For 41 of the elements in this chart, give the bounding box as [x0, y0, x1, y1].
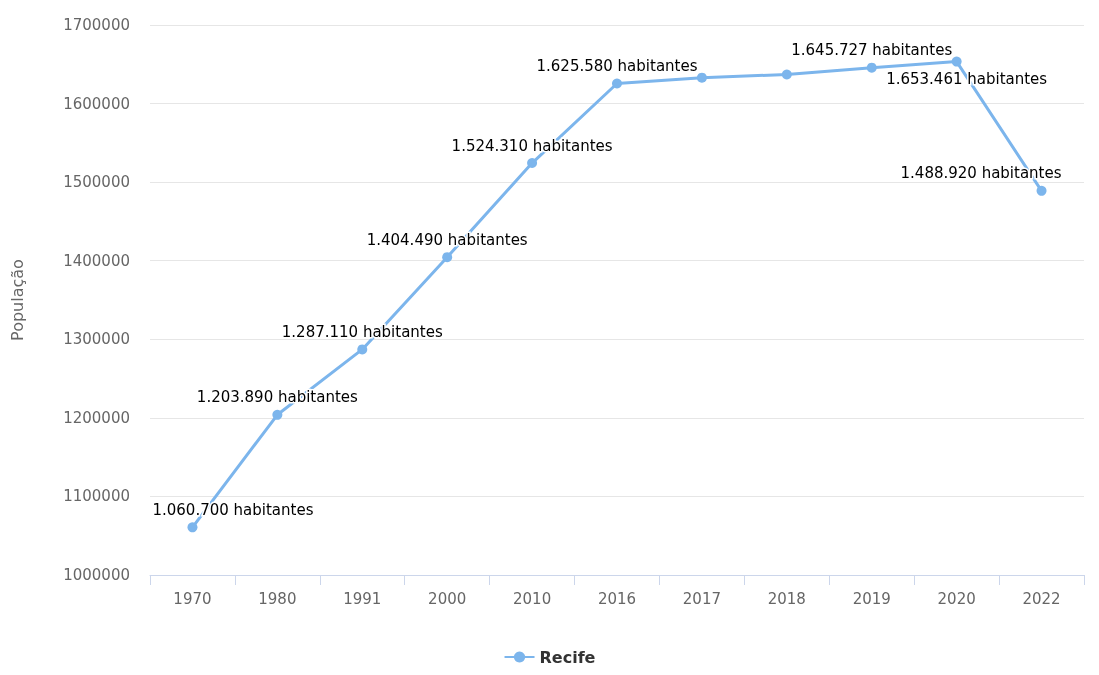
data-label: 1.488.920 habitantes	[900, 164, 1062, 183]
x-tick-label: 1970	[173, 589, 212, 608]
point	[442, 252, 453, 263]
data-label: 1.287.110 habitantes	[281, 322, 443, 341]
y-tick-label: 1400000	[63, 251, 130, 270]
point	[1036, 185, 1047, 196]
data-label: 1.653.461 habitantes	[886, 70, 1048, 89]
point	[527, 158, 538, 169]
y-tick-label: 1700000	[63, 16, 130, 34]
data-label: 1.625.580 habitantes	[536, 56, 698, 75]
point	[696, 72, 707, 83]
point	[357, 344, 368, 355]
y-tick-label: 1600000	[63, 94, 130, 113]
y-axis-title: População	[7, 259, 27, 341]
x-tick-label: 2020	[937, 589, 976, 608]
y-tick-label: 1000000	[63, 566, 130, 584]
x-tick-label: 2018	[767, 589, 806, 608]
point	[951, 56, 962, 67]
x-tick-label: 1991	[343, 589, 382, 608]
data-label: 1.404.490 habitantes	[366, 230, 528, 249]
data-label: 1.060.700 habitantes	[152, 500, 314, 519]
y-tick-label: 1100000	[63, 487, 130, 506]
point	[187, 522, 198, 533]
x-tick-label: 2022	[1022, 589, 1061, 608]
data-label: 1.524.310 habitantes	[451, 136, 613, 155]
data-label: 1.203.890 habitantes	[196, 388, 359, 407]
point	[272, 409, 283, 420]
point	[866, 62, 877, 73]
x-tick-label: 2017	[682, 589, 721, 608]
y-tick-label: 1300000	[63, 330, 130, 349]
x-tick-label: 2016	[597, 589, 637, 608]
x-tick-label: 1980	[258, 589, 297, 608]
point	[781, 69, 792, 80]
data-label: 1.645.727 habitantes	[791, 41, 953, 60]
x-tick-label: 2000	[428, 589, 467, 608]
x-tick-label: 2019	[852, 589, 891, 608]
x-tick-label: 2010	[513, 589, 552, 608]
y-tick-label: 1200000	[63, 408, 130, 427]
y-tick-label: 1500000	[63, 173, 130, 192]
legend-label: Recife	[539, 647, 596, 667]
point	[612, 78, 622, 89]
